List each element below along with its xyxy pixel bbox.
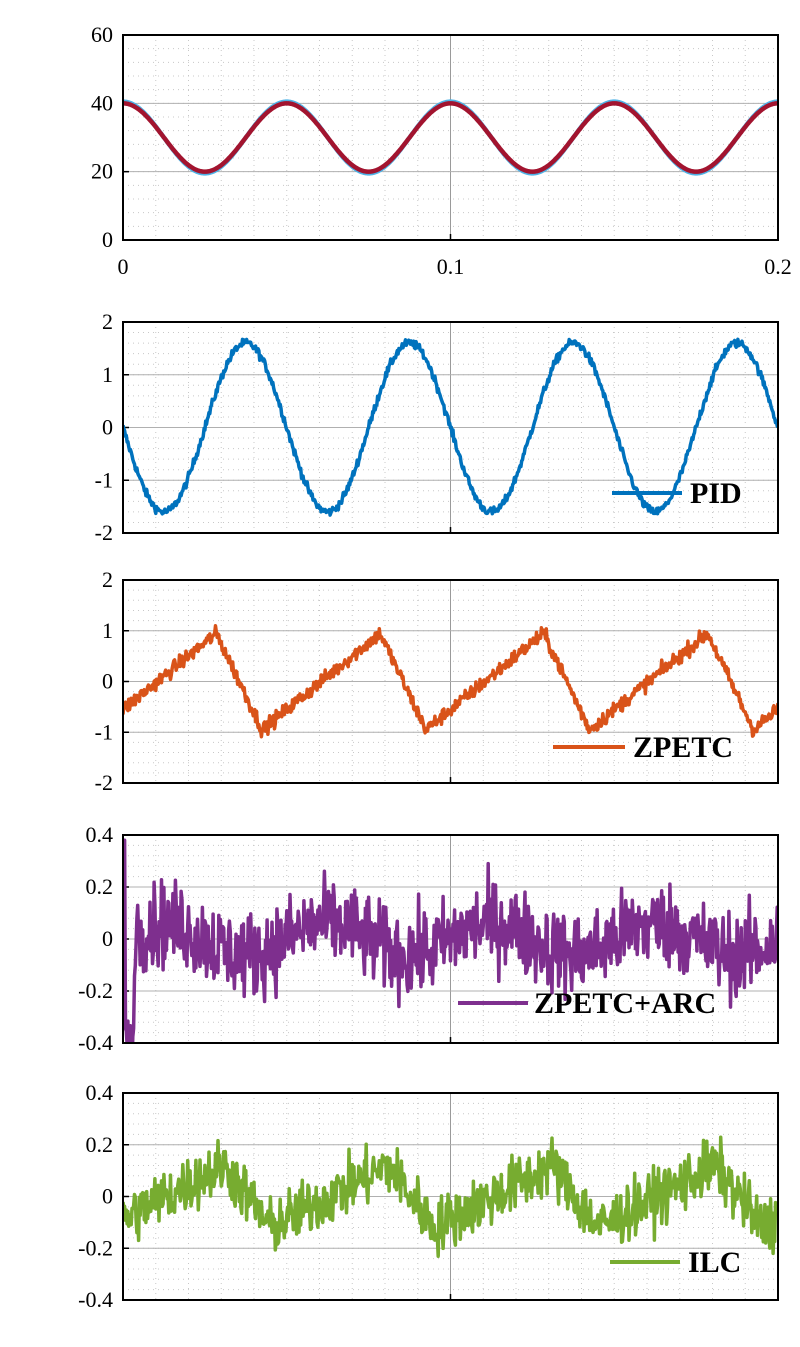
panel-3: -2 -1 0 1 2 ZPETC (95, 567, 779, 795)
y-tick-label: 0 (102, 227, 113, 252)
series-line-p1-2 (123, 101, 778, 174)
y-tick-label: 0.4 (86, 822, 114, 847)
series-line-zpetc-arc (123, 838, 778, 1043)
y-tick-label: 2 (102, 309, 113, 334)
y-tick-label: 0.2 (86, 874, 114, 899)
series-line-ilc (123, 1135, 778, 1258)
y-tick-label: 2 (102, 567, 113, 592)
panel-4: -0.4 -0.2 0 0.2 0.4 ZPETC+ARC (78, 822, 779, 1055)
axes-frame (122, 834, 779, 1044)
x-tick-label: 0.1 (437, 254, 465, 279)
y-tick-label: 40 (91, 90, 113, 115)
x-tick-label: 0.2 (764, 254, 792, 279)
panel-5: -0.4 -0.2 0 0.2 0.4 ILC (78, 1080, 779, 1312)
y-tick-label: 0.4 (86, 1080, 114, 1105)
y-tick-label: 60 (91, 22, 113, 47)
y-tick-label: 1 (102, 362, 113, 387)
y-tick-label: -0.4 (78, 1287, 113, 1312)
legend-label: PID (690, 477, 742, 510)
y-tick-label: -2 (95, 770, 113, 795)
y-tick-label: 1 (102, 618, 113, 643)
legend-label: ZPETC+ARC (534, 987, 716, 1020)
legend-label: ILC (688, 1246, 741, 1279)
y-tick-label: 20 (91, 159, 113, 184)
y-tick-label: -1 (95, 467, 113, 492)
series-line-zpetc (123, 624, 778, 739)
y-tick-label: 0.2 (86, 1132, 114, 1157)
axes-frame (122, 34, 779, 241)
y-tick-label: 0 (102, 1184, 113, 1209)
axes-frame (122, 1092, 779, 1301)
x-tick-label: 0 (118, 254, 129, 279)
y-tick-label: -0.4 (78, 1030, 113, 1055)
y-tick-label: -0.2 (78, 1235, 113, 1260)
y-tick-label: -2 (95, 520, 113, 545)
axes-frame (122, 321, 779, 534)
y-tick-label: -1 (95, 719, 113, 744)
y-tick-label: 0 (102, 926, 113, 951)
y-tick-label: -0.2 (78, 978, 113, 1003)
legend-label: ZPETC (633, 731, 733, 764)
y-tick-label: 0 (102, 415, 113, 440)
panel-1: 0 20 40 60 0 0.1 0.2 (91, 22, 792, 279)
axes-frame (122, 579, 779, 784)
panel-2: -2 -1 0 1 2 PID (95, 309, 779, 545)
y-tick-label: 0 (102, 669, 113, 694)
series-line-pid (123, 337, 778, 517)
